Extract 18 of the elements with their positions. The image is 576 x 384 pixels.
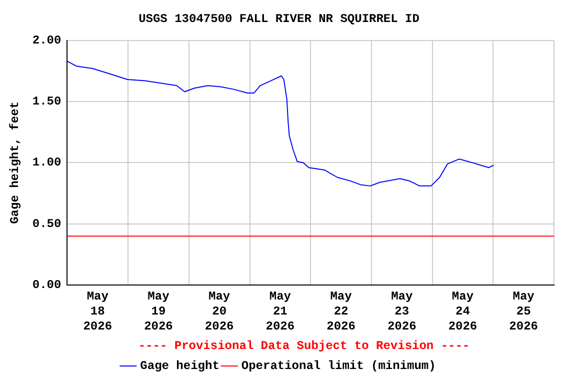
x-tick-label: May 18 2026 [83, 290, 112, 334]
legend-label: Gage height [140, 359, 220, 374]
y-tick-label: 2.00 [32, 33, 62, 48]
y-tick-label: 0.00 [32, 278, 62, 292]
x-tick-label: May 25 2026 [509, 290, 538, 334]
y-tick-label: 1.00 [32, 156, 62, 170]
x-tick-label: May 20 2026 [204, 290, 234, 334]
y-tick-label: 0.50 [32, 216, 62, 231]
y-tick-label: 1.50 [32, 94, 62, 109]
chart-title: USGS 13047500 FALL RIVER NR SQUIRREL ID [138, 12, 420, 26]
x-tick-label: May 21 2026 [266, 290, 295, 334]
x-tick-label: May 19 2026 [144, 290, 173, 334]
y-axis-title: Gage height, feet [8, 101, 22, 224]
x-tick-label: May 22 2026 [326, 290, 356, 334]
x-tick-label: May 24 2026 [448, 290, 478, 334]
legend-label: Operational limit (minimum) [241, 359, 436, 374]
x-tick-label: May 23 2026 [387, 290, 416, 334]
text: ---- Provisional Data Subject to Revision ---- [138, 339, 470, 354]
